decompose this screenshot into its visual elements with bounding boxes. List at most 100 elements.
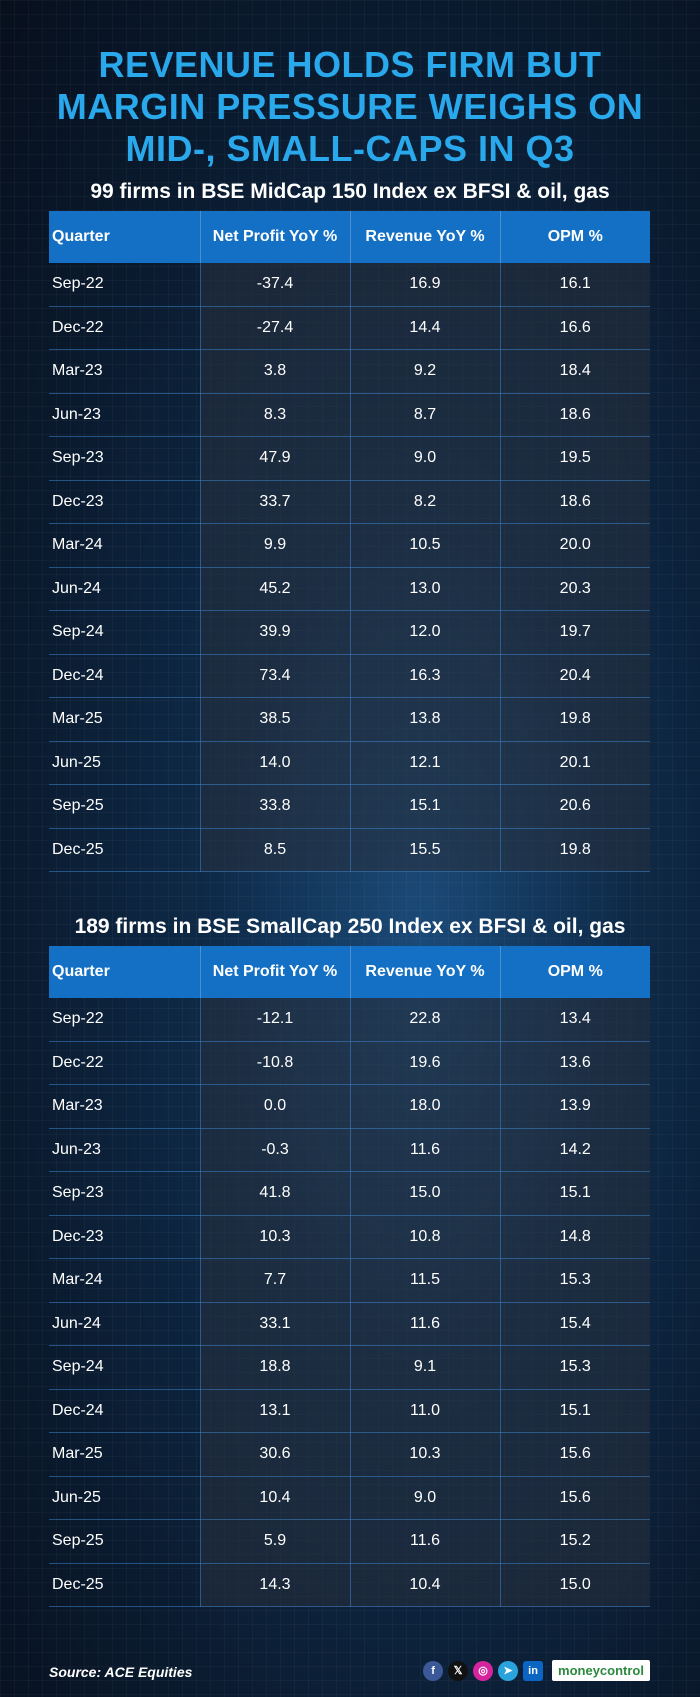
cell-opm: 19.7 (500, 610, 650, 655)
cell-quarter: Mar-23 (49, 1084, 201, 1129)
table-row: Sep-25 33.8 15.1 20.6 (49, 784, 650, 829)
smallcap-results-table: Quarter Net Profit YoY % Revenue YoY % O… (49, 946, 650, 1607)
cell-opm: 15.1 (500, 1389, 650, 1433)
table-row: Mar-25 38.5 13.8 19.8 (49, 697, 650, 742)
social-links: f 𝕏 ◎ ➤ in moneycontrol (423, 1660, 650, 1681)
x-icon[interactable]: 𝕏 (448, 1660, 469, 1681)
table-row: Sep-25 5.9 11.6 15.2 (49, 1519, 650, 1564)
cell-revenue-yoy: 9.2 (350, 349, 501, 394)
table-row: Sep-24 18.8 9.1 15.3 (49, 1345, 650, 1390)
cell-revenue-yoy: 12.1 (350, 741, 501, 785)
cell-revenue-yoy: 15.1 (350, 784, 501, 829)
cell-net-profit-yoy: 8.5 (200, 828, 351, 872)
cell-revenue-yoy: 10.5 (350, 523, 501, 568)
cell-revenue-yoy: 13.0 (350, 567, 501, 611)
title-line: REVENUE HOLDS FIRM BUT (98, 44, 602, 85)
column-header-net-profit: Net Profit YoY % (200, 211, 351, 263)
infographic-title: REVENUE HOLDS FIRM BUT MARGIN PRESSURE W… (0, 44, 700, 170)
telegram-icon[interactable]: ➤ (498, 1660, 519, 1681)
cell-net-profit-yoy: 3.8 (200, 349, 351, 394)
cell-opm: 13.6 (500, 1041, 650, 1085)
cell-opm: 18.6 (500, 393, 650, 437)
table-row: Jun-23 8.3 8.7 18.6 (49, 393, 650, 437)
table-row: Mar-24 9.9 10.5 20.0 (49, 523, 650, 568)
cell-opm: 15.2 (500, 1519, 650, 1564)
table-row: Sep-22 -37.4 16.9 16.1 (49, 263, 650, 307)
table-row: Jun-23 -0.3 11.6 14.2 (49, 1128, 650, 1172)
column-header-quarter: Quarter (49, 211, 201, 263)
table-row: Jun-24 45.2 13.0 20.3 (49, 567, 650, 611)
cell-net-profit-yoy: 47.9 (200, 436, 351, 481)
table-header-row: Quarter Net Profit YoY % Revenue YoY % O… (49, 946, 650, 998)
cell-net-profit-yoy: 39.9 (200, 610, 351, 655)
cell-opm: 15.4 (500, 1302, 650, 1346)
cell-quarter: Mar-25 (49, 1432, 201, 1477)
cell-net-profit-yoy: 0.0 (200, 1084, 351, 1129)
cell-quarter: Dec-25 (49, 828, 201, 872)
midcap-table-title: 99 firms in BSE MidCap 150 Index ex BFSI… (90, 180, 610, 203)
cell-quarter: Sep-24 (49, 1345, 201, 1390)
table-row: Dec-25 14.3 10.4 15.0 (49, 1563, 650, 1607)
cell-quarter: Mar-24 (49, 1258, 201, 1303)
cell-net-profit-yoy: 41.8 (200, 1171, 351, 1216)
cell-opm: 16.6 (500, 306, 650, 350)
cell-net-profit-yoy: 38.5 (200, 697, 351, 742)
instagram-icon[interactable]: ◎ (473, 1660, 494, 1681)
cell-revenue-yoy: 11.6 (350, 1519, 501, 1564)
cell-net-profit-yoy: 10.4 (200, 1476, 351, 1520)
cell-revenue-yoy: 10.4 (350, 1563, 501, 1607)
cell-quarter: Jun-23 (49, 1128, 201, 1172)
cell-revenue-yoy: 10.3 (350, 1432, 501, 1477)
midcap-results-table: Quarter Net Profit YoY % Revenue YoY % O… (49, 211, 650, 872)
cell-revenue-yoy: 16.9 (350, 263, 501, 307)
cell-net-profit-yoy: -27.4 (200, 306, 351, 350)
cell-revenue-yoy: 9.1 (350, 1345, 501, 1390)
cell-opm: 13.9 (500, 1084, 650, 1129)
cell-opm: 15.6 (500, 1476, 650, 1520)
cell-quarter: Dec-22 (49, 306, 201, 350)
cell-net-profit-yoy: 5.9 (200, 1519, 351, 1564)
cell-revenue-yoy: 19.6 (350, 1041, 501, 1085)
cell-revenue-yoy: 10.8 (350, 1215, 501, 1259)
source-note: Source: ACE Equities (49, 1664, 193, 1680)
cell-opm: 14.2 (500, 1128, 650, 1172)
cell-revenue-yoy: 11.6 (350, 1128, 501, 1172)
cell-quarter: Dec-23 (49, 1215, 201, 1259)
table-row: Dec-25 8.5 15.5 19.8 (49, 828, 650, 872)
table-row: Mar-24 7.7 11.5 15.3 (49, 1258, 650, 1303)
cell-net-profit-yoy: 33.7 (200, 480, 351, 524)
column-header-revenue: Revenue YoY % (350, 946, 501, 998)
cell-opm: 18.4 (500, 349, 650, 394)
cell-opm: 20.4 (500, 654, 650, 698)
table-row: Dec-23 10.3 10.8 14.8 (49, 1215, 650, 1259)
cell-revenue-yoy: 16.3 (350, 654, 501, 698)
cell-revenue-yoy: 22.8 (350, 998, 501, 1042)
column-header-opm: OPM % (500, 211, 650, 263)
cell-opm: 19.8 (500, 828, 650, 872)
facebook-icon[interactable]: f (423, 1660, 444, 1681)
table-body: Sep-22 -12.1 22.8 13.4 Dec-22 -10.8 19.6 13.6 Ma… (49, 998, 650, 1607)
footer: Source: ACE Equities f 𝕏 ◎ ➤ in moneycon… (49, 1660, 650, 1688)
cell-revenue-yoy: 9.0 (350, 436, 501, 481)
moneycontrol-logo[interactable]: moneycontrol (552, 1660, 650, 1681)
cell-revenue-yoy: 11.5 (350, 1258, 501, 1303)
cell-quarter: Mar-24 (49, 523, 201, 568)
cell-revenue-yoy: 13.8 (350, 697, 501, 742)
smallcap-table-title: 189 firms in BSE SmallCap 250 Index ex B… (74, 915, 626, 938)
cell-quarter: Jun-25 (49, 741, 201, 785)
cell-opm: 19.5 (500, 436, 650, 481)
cell-revenue-yoy: 8.2 (350, 480, 501, 524)
title-line: MID-, SMALL-CAPS IN Q3 (125, 128, 575, 169)
cell-quarter: Sep-23 (49, 436, 201, 481)
linkedin-icon[interactable]: in (523, 1660, 544, 1681)
table-row: Mar-25 30.6 10.3 15.6 (49, 1432, 650, 1477)
cell-quarter: Dec-24 (49, 654, 201, 698)
cell-quarter: Mar-25 (49, 697, 201, 742)
cell-opm: 20.1 (500, 741, 650, 785)
cell-net-profit-yoy: 14.3 (200, 1563, 351, 1607)
cell-net-profit-yoy: -10.8 (200, 1041, 351, 1085)
cell-net-profit-yoy: 10.3 (200, 1215, 351, 1259)
cell-opm: 13.4 (500, 998, 650, 1042)
cell-quarter: Dec-24 (49, 1389, 201, 1433)
cell-quarter: Jun-24 (49, 1302, 201, 1346)
